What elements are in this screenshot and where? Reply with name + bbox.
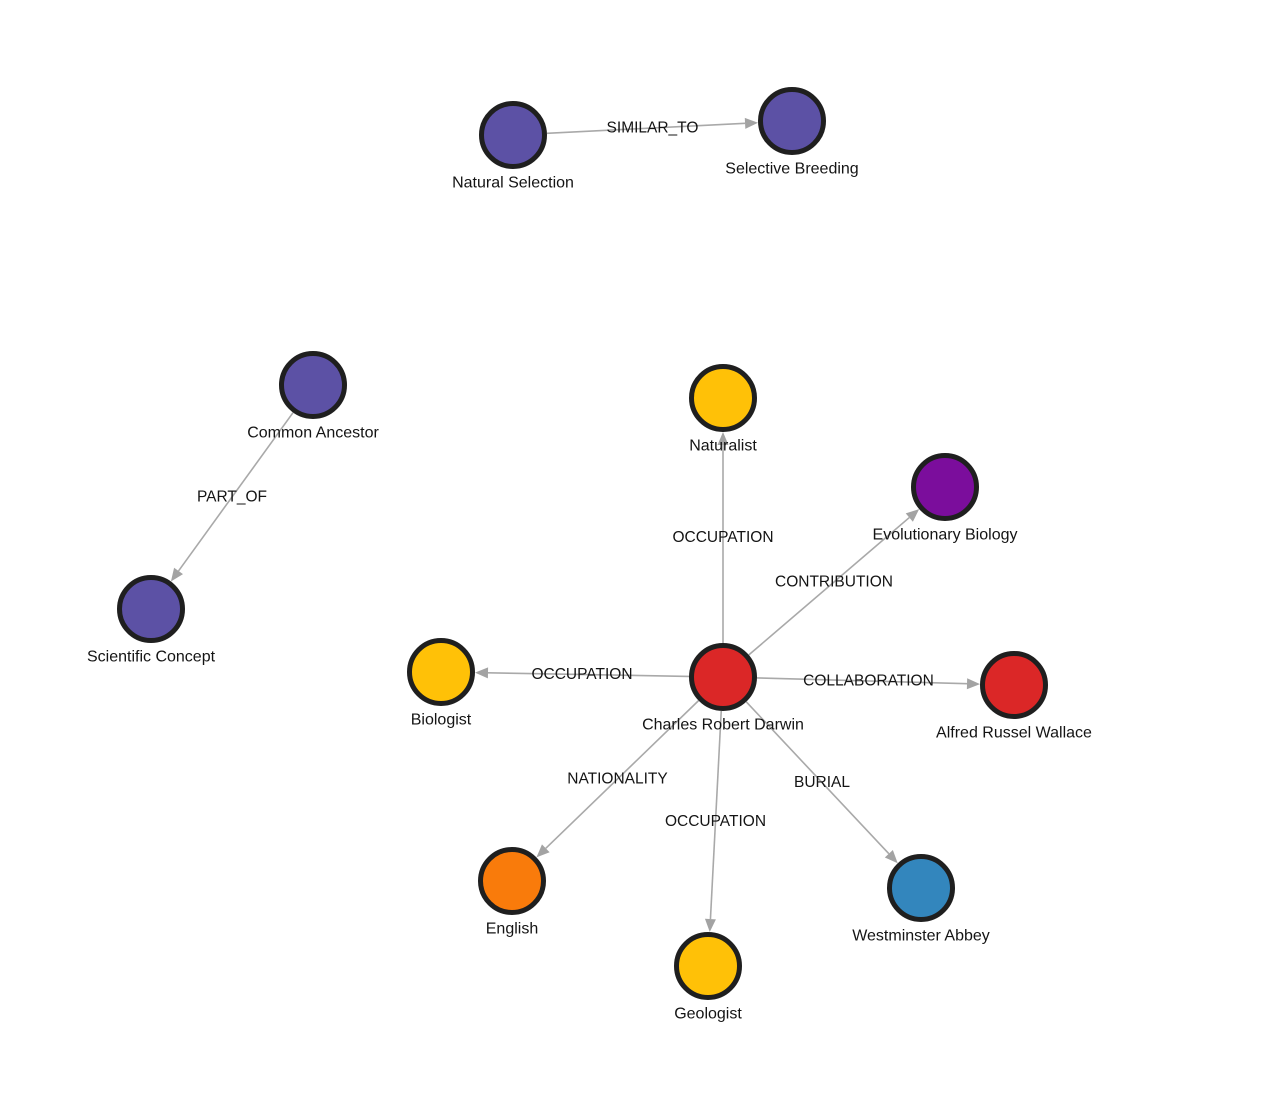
node-naturalist[interactable] <box>689 364 757 432</box>
node-alfred-russel-wallace[interactable] <box>980 651 1048 719</box>
node-geologist[interactable] <box>674 932 742 1000</box>
node-charles-robert-darwin[interactable] <box>689 643 757 711</box>
node-label-evolutionary-biology: Evolutionary Biology <box>873 527 1018 544</box>
arrowhead-icon <box>744 117 759 129</box>
node-label-natural-selection: Natural Selection <box>452 175 574 192</box>
arrowhead-icon <box>905 509 920 522</box>
edge-label-common-ancestor--scientific-concept: PART_OF <box>197 489 267 506</box>
node-label-common-ancestor: Common Ancestor <box>247 425 379 442</box>
node-label-scientific-concept: Scientific Concept <box>87 649 216 666</box>
node-english[interactable] <box>478 847 546 915</box>
arrowhead-icon <box>170 567 183 582</box>
edge-charles-robert-darwin--evolutionary-biology <box>748 516 910 656</box>
node-labels-layer: Natural Selection Selective Breeding Commo… <box>87 161 1092 1023</box>
edge-label-natural-selection--selective-breeding: SIMILAR_TO <box>607 120 699 137</box>
edge-label-charles-robert-darwin--english: NATIONALITY <box>567 771 667 788</box>
arrowhead-icon <box>717 432 729 445</box>
edge-label-charles-robert-darwin--evolutionary-biology: CONTRIBUTION <box>775 574 893 591</box>
arrowhead-icon <box>536 844 550 858</box>
node-label-english: English <box>486 921 538 938</box>
node-label-charles-robert-darwin: Charles Robert Darwin <box>642 717 804 734</box>
edge-charles-robert-darwin--english <box>545 700 700 849</box>
arrowhead-icon <box>474 667 489 679</box>
arrowhead-icon <box>884 849 898 864</box>
node-label-selective-breeding: Selective Breeding <box>725 161 858 178</box>
edge-charles-robert-darwin--geologist <box>709 710 723 920</box>
node-label-geologist: Geologist <box>674 1006 742 1023</box>
arrowhead-icon <box>966 678 981 690</box>
edge-label-charles-robert-darwin--westminster-abbey: BURIAL <box>794 774 850 791</box>
arrowhead-icon <box>704 918 716 933</box>
node-common-ancestor[interactable] <box>279 351 347 419</box>
node-label-biologist: Biologist <box>411 712 472 729</box>
edge-natural-selection--selective-breeding <box>546 122 746 135</box>
edge-charles-robert-darwin--westminster-abbey <box>745 701 890 855</box>
node-biologist[interactable] <box>407 638 475 706</box>
edge-label-charles-robert-darwin--geologist: OCCUPATION <box>665 813 766 830</box>
edge-labels-layer: SIMILAR_TO PART_OF OCCUPATION CONTRIBUTION O… <box>197 120 934 831</box>
edge-label-charles-robert-darwin--biologist: OCCUPATION <box>531 666 632 683</box>
edge-common-ancestor--scientific-concept <box>177 412 294 572</box>
node-label-westminster-abbey: Westminster Abbey <box>852 928 990 945</box>
node-label-naturalist: Naturalist <box>689 438 757 455</box>
node-natural-selection[interactable] <box>479 101 547 169</box>
node-label-alfred-russel-wallace: Alfred Russel Wallace <box>936 725 1092 742</box>
edge-charles-robert-darwin--biologist <box>487 672 690 678</box>
node-selective-breeding[interactable] <box>758 87 826 155</box>
node-evolutionary-biology[interactable] <box>911 453 979 521</box>
edge-charles-robert-darwin--alfred-russel-wallace <box>756 677 968 685</box>
edges-layer <box>170 117 981 933</box>
node-westminster-abbey[interactable] <box>887 854 955 922</box>
edge-label-charles-robert-darwin--alfred-russel-wallace: COLLABORATION <box>803 673 934 690</box>
edge-label-charles-robert-darwin--naturalist: OCCUPATION <box>672 529 773 546</box>
nodes-layer <box>117 87 1048 1000</box>
node-scientific-concept[interactable] <box>117 575 185 643</box>
